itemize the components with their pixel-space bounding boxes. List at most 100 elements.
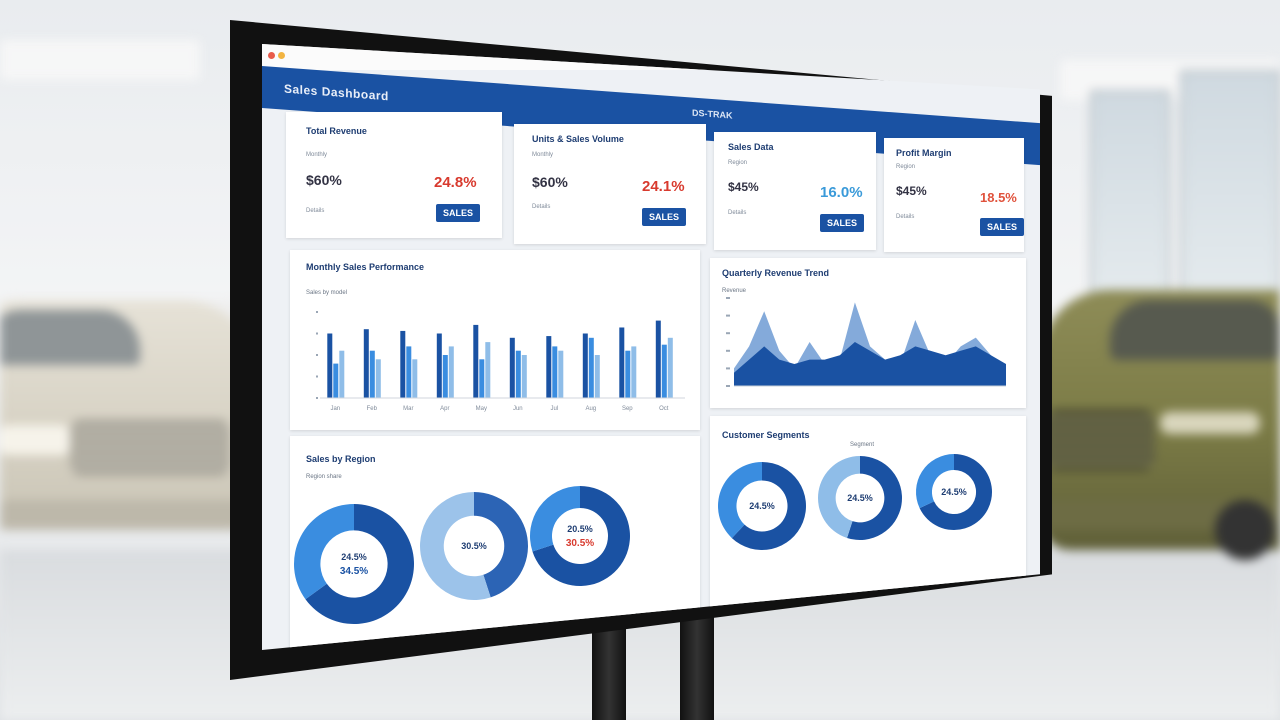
header-center-label: DS-TRAK: [692, 107, 733, 121]
kpi-sales-button[interactable]: SALES: [642, 208, 687, 226]
kpi-title: Units & Sales Volume: [532, 134, 624, 144]
area-series-b: [734, 342, 1006, 386]
donut-label: 30.5%: [461, 541, 487, 551]
bar: [509, 337, 515, 398]
donut-left-2-slice: [532, 486, 630, 586]
donut-panel-right: Customer Segments Segment 24.5% 24.5% 24.5…: [710, 416, 1026, 612]
kpi-left-value: $45%: [896, 184, 927, 198]
donut-label: 34.5%: [340, 566, 368, 577]
kpi-subtitle: Region: [728, 160, 748, 166]
kpi-card[interactable]: Sales Data Region $45% 16.0% Details SAL…: [714, 132, 876, 250]
donut-label: 30.5%: [566, 538, 594, 549]
monitor-stand-pole: [680, 610, 714, 720]
kpi-card[interactable]: Profit Margin Region $45% 18.5% Details …: [884, 138, 1025, 252]
beige-car-headlight: [0, 425, 70, 455]
kpi-subtitle: Monthly: [306, 152, 328, 158]
beige-car-grille: [70, 420, 230, 475]
x-tick-label: Aug: [585, 406, 596, 412]
x-tick-label: Apr: [440, 406, 449, 412]
donut-label: 24.5%: [847, 493, 873, 503]
donut-left-0-slice: [293, 504, 354, 600]
x-tick-label: Jun: [513, 406, 523, 412]
bar: [375, 359, 381, 398]
minimize-icon[interactable]: [278, 52, 285, 59]
kpi-footnote: Details: [896, 214, 915, 220]
olive-car-headlight: [1160, 412, 1260, 434]
bar: [631, 346, 637, 398]
panel-subtitle: Sales by model: [306, 290, 348, 296]
bar: [479, 359, 485, 398]
donut-label: 20.5%: [567, 524, 593, 534]
kpi-left-value: $45%: [728, 180, 759, 194]
donut-right-2-slice: [916, 454, 954, 509]
bar: [339, 350, 345, 398]
bar: [333, 363, 339, 398]
donut-left-2-slice: [530, 486, 580, 552]
donut-chart-group: 24.5% 34.5% 30.5% 20.5% 30.5%: [293, 486, 630, 624]
bar: [582, 333, 588, 398]
kpi-title: Profit Margin: [896, 148, 952, 158]
donut-right-2-slice: [919, 454, 992, 530]
panel-title: Quarterly Revenue Trend: [722, 268, 830, 278]
kpi-subtitle: Region: [896, 164, 916, 170]
area-chart-panel: Quarterly Revenue Trend Revenue: [710, 258, 1026, 408]
kpi-sales-button[interactable]: SALES: [820, 214, 865, 232]
panel-title: Customer Segments: [722, 430, 810, 440]
kpi-right-value: 24.8%: [434, 174, 477, 191]
bar: [655, 320, 661, 398]
bar: [661, 344, 667, 398]
bar: [515, 350, 521, 398]
kpi-card[interactable]: Units & Sales Volume Monthly $60% 24.1% …: [514, 124, 706, 244]
kpi-right-value: 18.5%: [980, 190, 1017, 205]
ceiling-light: [0, 40, 200, 80]
bar: [485, 342, 491, 398]
kpi-footnote: Details: [728, 210, 747, 216]
bar: [558, 350, 564, 398]
window-panel: [1090, 90, 1170, 310]
window-panel: [1180, 70, 1280, 310]
kpi-subtitle: Monthly: [532, 152, 554, 158]
beige-car-bumper: [0, 500, 240, 530]
bar: [436, 333, 442, 398]
kpi-footnote: Details: [306, 208, 325, 214]
bar: [667, 337, 673, 398]
bar: [412, 359, 418, 398]
panel-title: Monthly Sales Performance: [306, 262, 425, 272]
bar: [448, 346, 454, 398]
donut-left-1-slice: [474, 492, 528, 598]
bar-chart-panel: Monthly Sales Performance Sales by model…: [290, 250, 700, 430]
donut-right-0-slice: [731, 462, 806, 550]
beige-car-window: [0, 310, 140, 365]
kpi-title: Sales Data: [728, 142, 774, 152]
kpi-right-value: 24.1%: [642, 178, 685, 195]
bar: [552, 346, 558, 398]
olive-car-window: [1110, 300, 1280, 360]
close-icon[interactable]: [268, 52, 275, 59]
bar: [442, 355, 448, 398]
bar-chart: Jan Feb Mar Apr May Jun Jul Aug Sep Oct: [316, 311, 685, 412]
dashboard-title: Sales Dashboard: [284, 81, 389, 104]
x-tick-label: May: [476, 406, 487, 412]
bar: [369, 350, 375, 398]
donut-chart-group: 24.5% 24.5% 24.5%: [718, 454, 992, 550]
x-tick-label: Sep: [622, 406, 633, 412]
bar: [521, 355, 527, 398]
bar: [546, 336, 552, 398]
kpi-sales-button[interactable]: SALES: [980, 218, 1025, 236]
bar: [473, 324, 479, 398]
donut-label: 24.5%: [941, 487, 967, 497]
bar: [406, 346, 412, 398]
dashboard-screen: Sales Dashboard DS-TRAK Total Revenue Mo…: [262, 44, 1040, 650]
olive-car-wheel: [1215, 500, 1275, 560]
kpi-card[interactable]: Total Revenue Monthly $60% 24.8% Details…: [286, 112, 502, 238]
kpi-footnote: Details: [532, 204, 551, 210]
kpi-left-value: $60%: [532, 174, 568, 190]
panel-title: Sales by Region: [306, 454, 376, 464]
panel-subtitle: Region share: [306, 474, 342, 480]
bar: [588, 337, 594, 398]
bar: [594, 355, 600, 398]
bar: [400, 330, 406, 398]
x-tick-label: Oct: [659, 406, 669, 412]
kpi-sales-button[interactable]: SALES: [436, 204, 481, 222]
